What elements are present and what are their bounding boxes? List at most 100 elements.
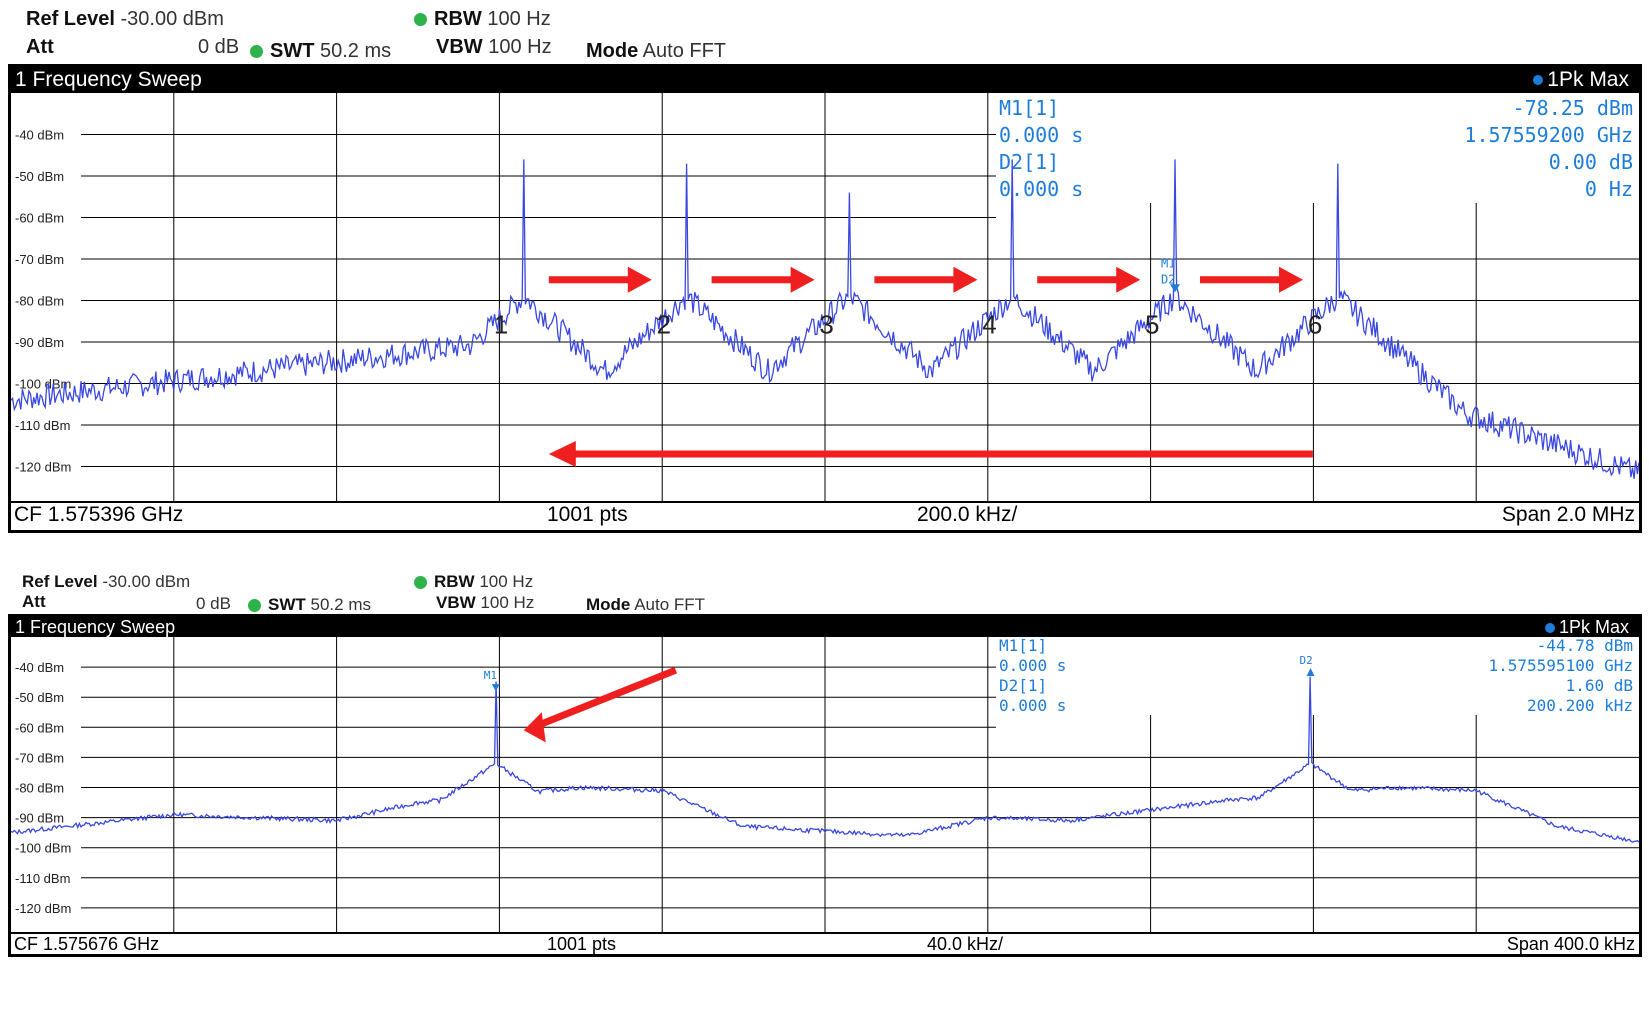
marker-d2-frequency: 200.200 kHz (1527, 696, 1633, 715)
window-title-bar: 1 Frequency Sweep 1Pk Max (11, 617, 1639, 637)
marker-m1-tag: M1 (484, 669, 497, 682)
y-tick-label: -100 dBm (15, 841, 71, 856)
marker-readout: M1[1] -78.25 dBm 0.000 s 1.57559200 GHz D2[1… (999, 96, 1633, 201)
marker-d2-label: D2[1] (999, 150, 1059, 174)
marker-d2-tag: D2 (1161, 273, 1175, 287)
mode-setting: Mode Auto FFT (586, 595, 706, 614)
display-frame: 1 Frequency Sweep 1Pk Max -40 dBm -50 dBm… (8, 64, 1642, 533)
rbw-setting: RBW 100 Hz (414, 572, 533, 592)
y-tick-label: -70 dBm (15, 252, 64, 267)
y-tick-label: -110 dBm (15, 871, 70, 886)
grid: -40 dBm -50 dBm -60 dBm -70 dBm -80 dBm -90 d… (15, 637, 1639, 938)
sweep-footer: CF 1.575396 GHz 1001 pts 200.0 kHz/ Span… (11, 501, 1639, 530)
marker-m1-level: -44.78 dBm (1537, 637, 1633, 655)
forward-arrow-head (1116, 266, 1141, 293)
window-title: 1 Frequency Sweep (15, 68, 202, 91)
peak-number-label: 6 (1308, 310, 1322, 340)
pointer-arrow-shaft (539, 666, 678, 728)
pointer-arrow-head (523, 712, 546, 743)
y-tick-label: -70 dBm (15, 750, 64, 765)
forward-arrow-head (1279, 266, 1304, 293)
marker-d2-time: 0.000 s (999, 177, 1083, 201)
window-title-bar: 1 Frequency Sweep 1Pk Max (11, 67, 1639, 93)
marker-m1-frequency: 1.575595100 GHz (1489, 656, 1634, 675)
sweep-panel-1: Ref Level -30.00 dBm Att 0 dB SWT 50.2 m… (0, 0, 1649, 540)
marker-d2-label: D2[1] (999, 676, 1047, 695)
display-frame: 1 Frequency Sweep 1Pk Max -40 dBm -50 dBm… (8, 614, 1642, 957)
y-tick-label: -80 dBm (15, 781, 64, 796)
y-tick-label: -80 dBm (15, 294, 64, 309)
vbw-setting: VBW 100 Hz (436, 593, 535, 612)
sweep-footer: CF 1.575676 GHz 1001 pts 40.0 kHz/ Span … (11, 932, 1639, 954)
ref-level-setting: Ref Level -30.00 dBm (22, 572, 191, 591)
spectrum-plot-2: -40 dBm -50 dBm -60 dBm -70 dBm -80 dBm -90 d… (11, 637, 1639, 938)
forward-arrow-head (627, 266, 652, 293)
peak-number-label: 5 (1145, 310, 1159, 340)
y-tick-label: -60 dBm (15, 211, 64, 226)
sweep-points: 1001 pts (547, 503, 628, 526)
status-dot-icon (414, 13, 427, 27)
frequency-span: Span 2.0 MHz (1501, 503, 1635, 526)
spectrum-trace (11, 159, 1639, 479)
y-tick-label: -120 dBm (15, 460, 71, 475)
att-value: 0 dB (196, 594, 231, 613)
return-arrow-head (548, 441, 576, 468)
forward-arrow-head (953, 266, 978, 293)
frequency-per-division: 200.0 kHz/ (917, 503, 1018, 526)
rbw-setting: RBW 100 Hz (414, 8, 551, 31)
marker-m1-frequency: 1.57559200 GHz (1464, 123, 1633, 147)
swt-setting: SWT 50.2 ms (248, 595, 371, 615)
swt-setting: SWT 50.2 ms (250, 40, 391, 63)
ref-level-setting: Ref Level -30.00 dBm (26, 8, 224, 30)
frequency-per-division: 40.0 kHz/ (927, 934, 1004, 954)
marker-d2-frequency: 0 Hz (1585, 177, 1633, 201)
y-tick-label: -50 dBm (15, 690, 64, 705)
marker-m1-label: M1[1] (999, 637, 1047, 655)
spectrum-plot-1: -40 dBm -50 dBm -60 dBm -70 dBm -80 dBm -90 d… (11, 93, 1639, 508)
marker-d2-level: 1.60 dB (1566, 676, 1633, 695)
marker-d2-time: 0.000 s (999, 696, 1066, 715)
marker-d2-level: 0.00 dB (1549, 150, 1633, 174)
marker-triangle (1170, 284, 1181, 293)
mode-setting: Mode Auto FFT (586, 40, 727, 62)
status-dot-icon (250, 45, 263, 59)
center-frequency: CF 1.575676 GHz (14, 934, 160, 954)
y-tick-label: -100 dBm (15, 377, 71, 392)
status-dot-icon (248, 599, 261, 613)
marker-triangle (491, 684, 500, 692)
sweep-points: 1001 pts (547, 934, 617, 954)
y-tick-label: -50 dBm (15, 169, 64, 184)
att-value: 0 dB (198, 36, 240, 58)
marker-m1-label: M1[1] (999, 96, 1059, 120)
marker-m1-tag: M1 (1161, 256, 1175, 270)
y-tick-label: -120 dBm (15, 901, 71, 916)
att-setting: Att (22, 592, 46, 611)
y-tick-label: -110 dBm (15, 418, 70, 433)
marker-m1-time: 0.000 s (999, 123, 1083, 147)
forward-arrow-head (790, 266, 815, 293)
frequency-span: Span 400.0 kHz (1506, 934, 1635, 954)
marker-triangle (1306, 668, 1315, 677)
y-tick-label: -90 dBm (15, 811, 64, 826)
marker-m1-time: 0.000 s (999, 656, 1066, 675)
center-frequency: CF 1.575396 GHz (14, 503, 184, 526)
marker-readout: M1[1] -44.78 dBm 0.000 s 1.575595100 GHz D2[… (999, 637, 1633, 715)
peak-number-label: 2 (657, 310, 671, 340)
y-tick-label: -90 dBm (15, 335, 64, 350)
y-tick-label: -40 dBm (15, 660, 64, 675)
peak-number-label: 4 (982, 310, 996, 340)
vbw-setting: VBW 100 Hz (436, 36, 552, 58)
sweep-panel-2: Ref Level -30.00 dBm Att 0 dB SWT 50.2 m… (0, 560, 1649, 1015)
spectrum-trace (11, 676, 1639, 843)
y-tick-label: -60 dBm (15, 720, 64, 735)
marker-d2-tag: D2 (1300, 654, 1313, 667)
trace-mode-label: 1Pk Max (1533, 67, 1629, 93)
peak-number-label: 3 (819, 310, 833, 340)
grid: -40 dBm -50 dBm -60 dBm -70 dBm -80 dBm -90 d… (15, 93, 1639, 508)
marker-m1-level: -78.25 dBm (1513, 96, 1633, 120)
att-setting: Att (26, 36, 54, 58)
status-dot-icon (414, 576, 427, 590)
y-tick-label: -40 dBm (15, 128, 64, 143)
peak-number-label: 1 (494, 310, 508, 340)
window-title: 1 Frequency Sweep (15, 617, 176, 637)
